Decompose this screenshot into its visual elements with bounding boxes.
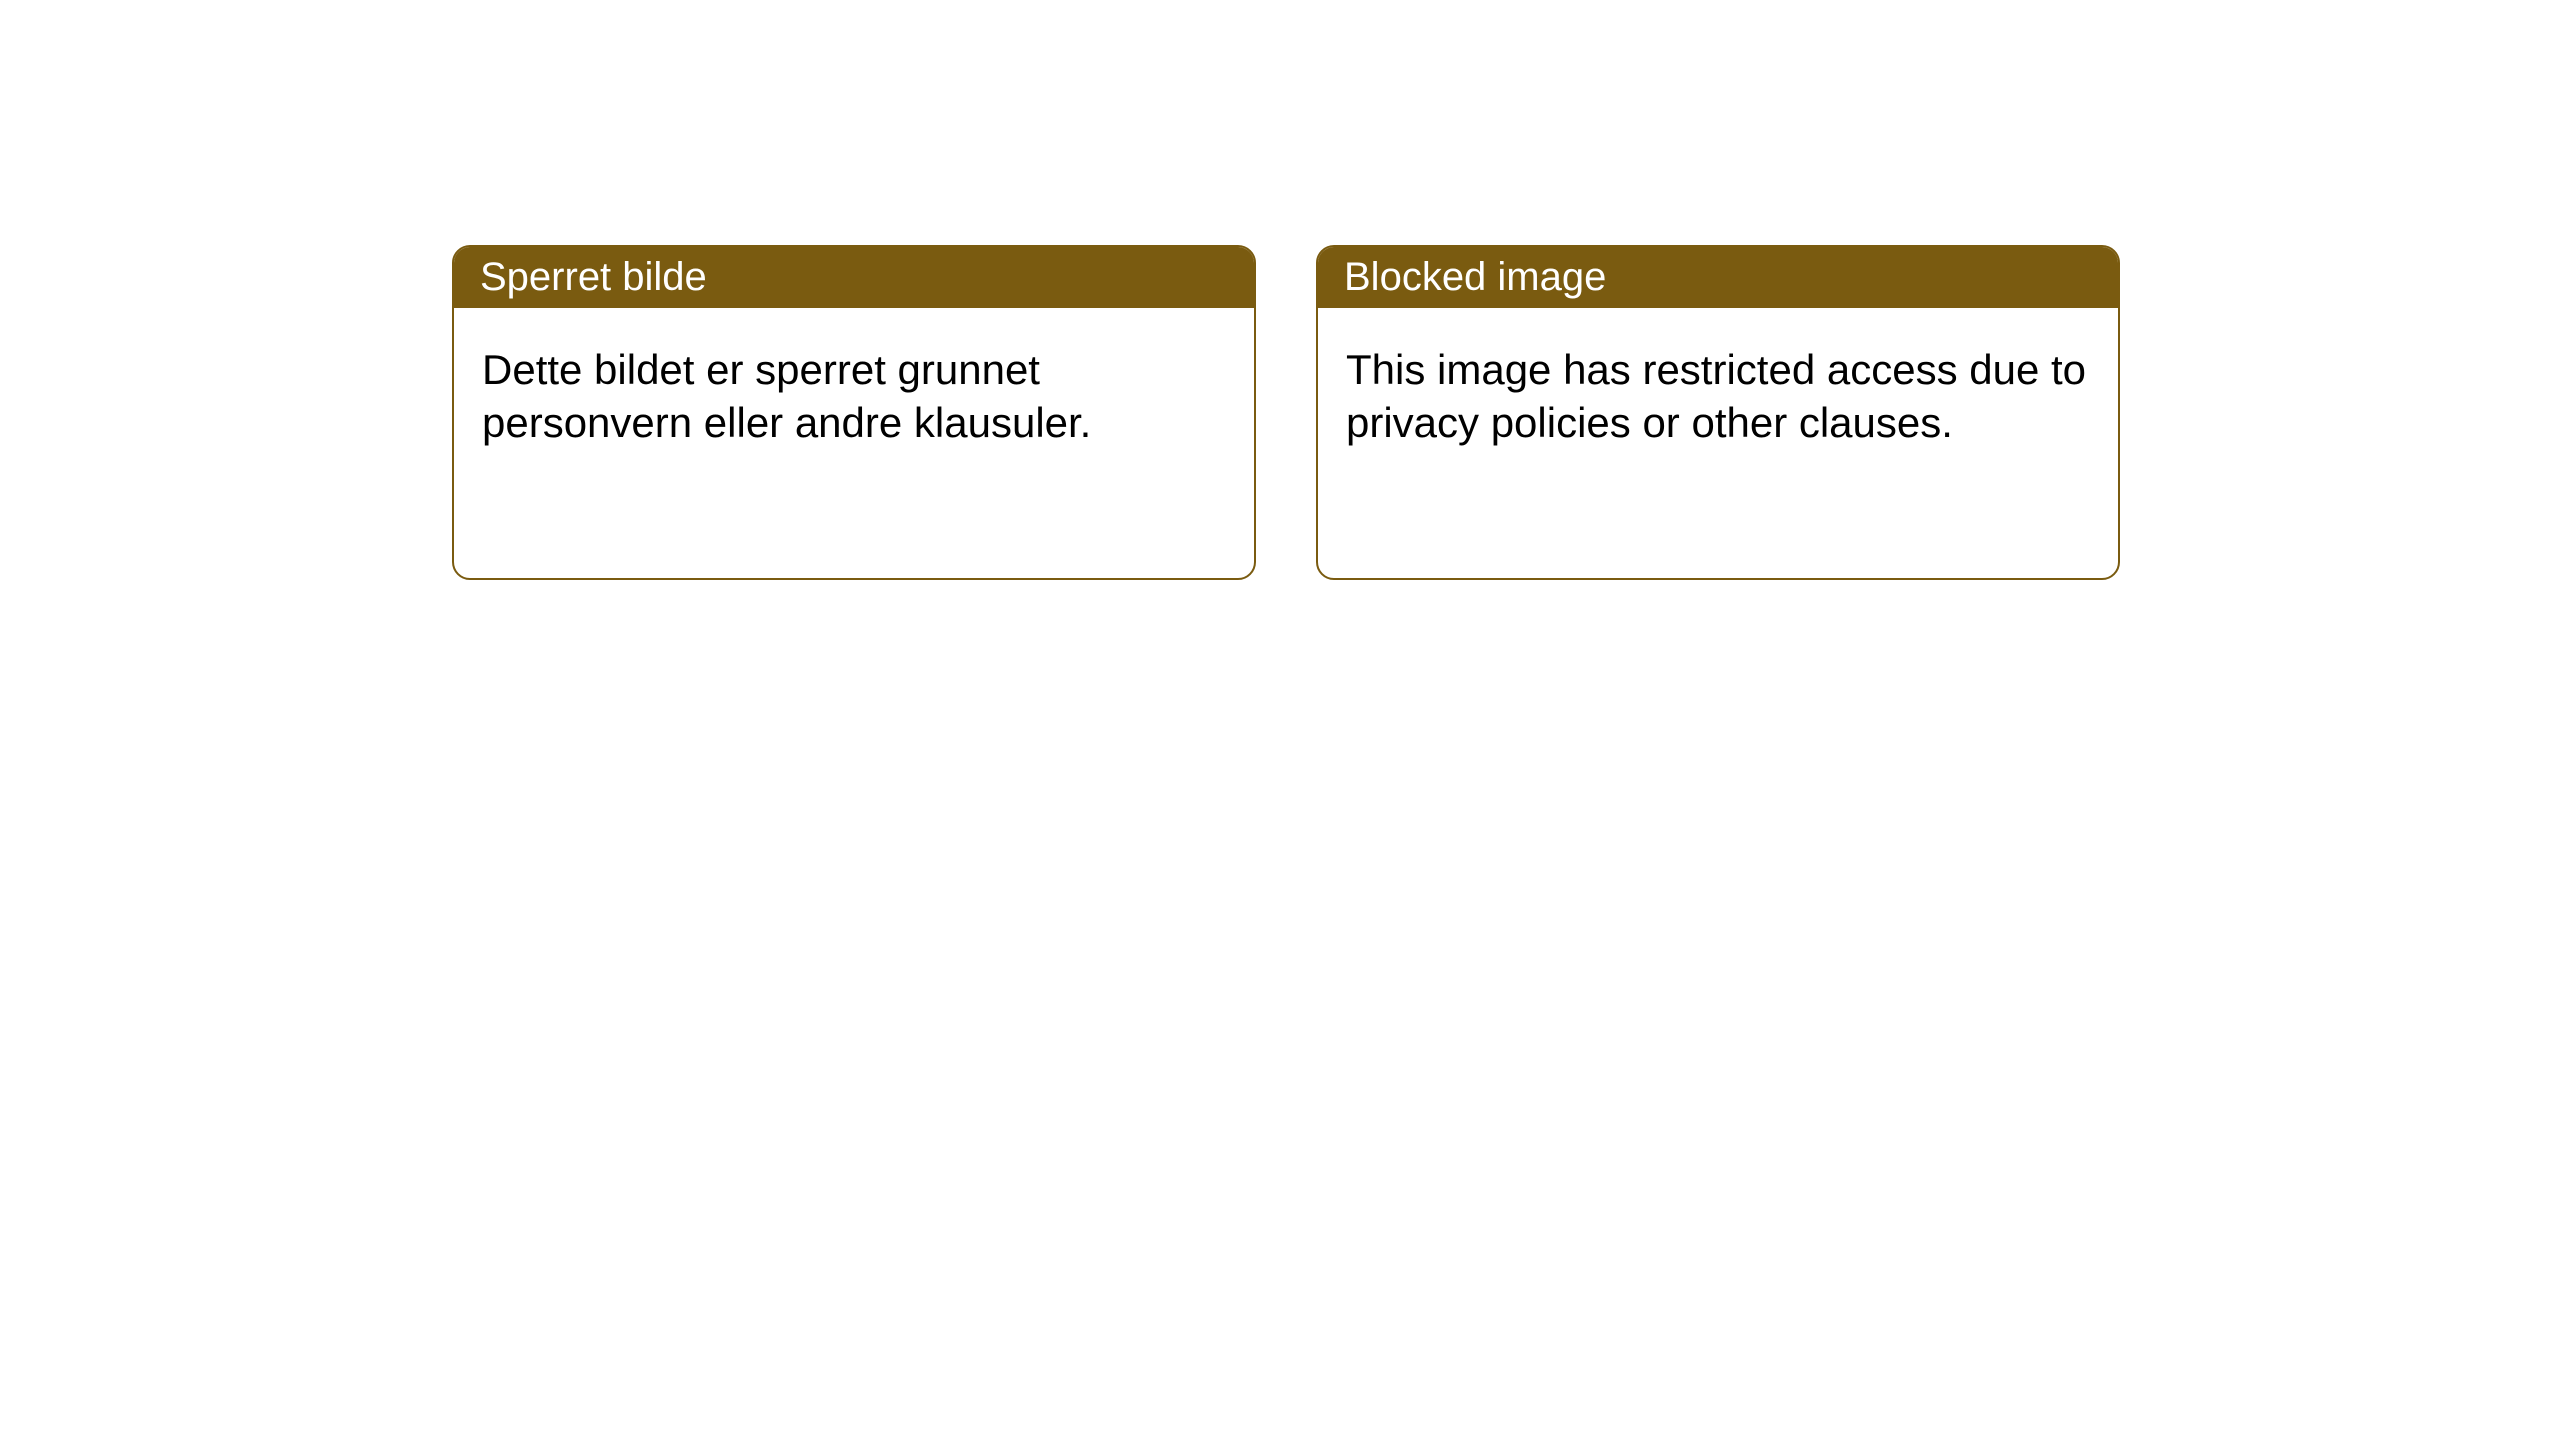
card-body: This image has restricted access due to … (1318, 308, 2118, 485)
notice-card-norwegian: Sperret bilde Dette bildet er sperret gr… (452, 245, 1256, 580)
notice-card-english: Blocked image This image has restricted … (1316, 245, 2120, 580)
card-body: Dette bildet er sperret grunnet personve… (454, 308, 1254, 485)
notice-container: Sperret bilde Dette bildet er sperret gr… (0, 0, 2560, 580)
card-header: Sperret bilde (454, 247, 1254, 308)
card-header: Blocked image (1318, 247, 2118, 308)
